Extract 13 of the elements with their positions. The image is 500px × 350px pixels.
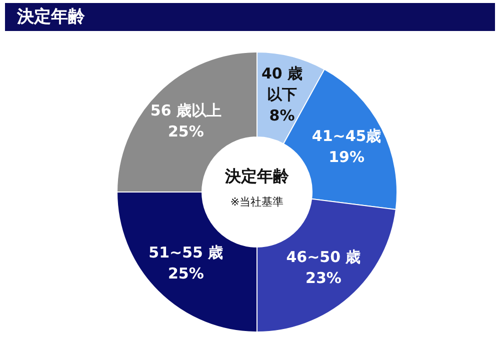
- text: ※当社基準: [230, 196, 284, 208]
- data-label: 19%: [328, 148, 364, 166]
- slice-label: 51~55 歳: [148, 244, 224, 262]
- slice-label: 56 歳以上: [150, 101, 222, 120]
- slice-label: 46~50 歳: [286, 248, 361, 266]
- slice-label: 41~45歳: [312, 126, 382, 145]
- data-label: 25%: [168, 264, 204, 283]
- data-label: 23%: [306, 268, 342, 287]
- data-label: 25%: [168, 122, 204, 140]
- text: 決定年齢: [5, 3, 495, 31]
- slice-label: 40 歳以下: [261, 64, 303, 104]
- text: 決定年齢: [224, 166, 290, 186]
- data-label: 8%: [269, 106, 295, 125]
